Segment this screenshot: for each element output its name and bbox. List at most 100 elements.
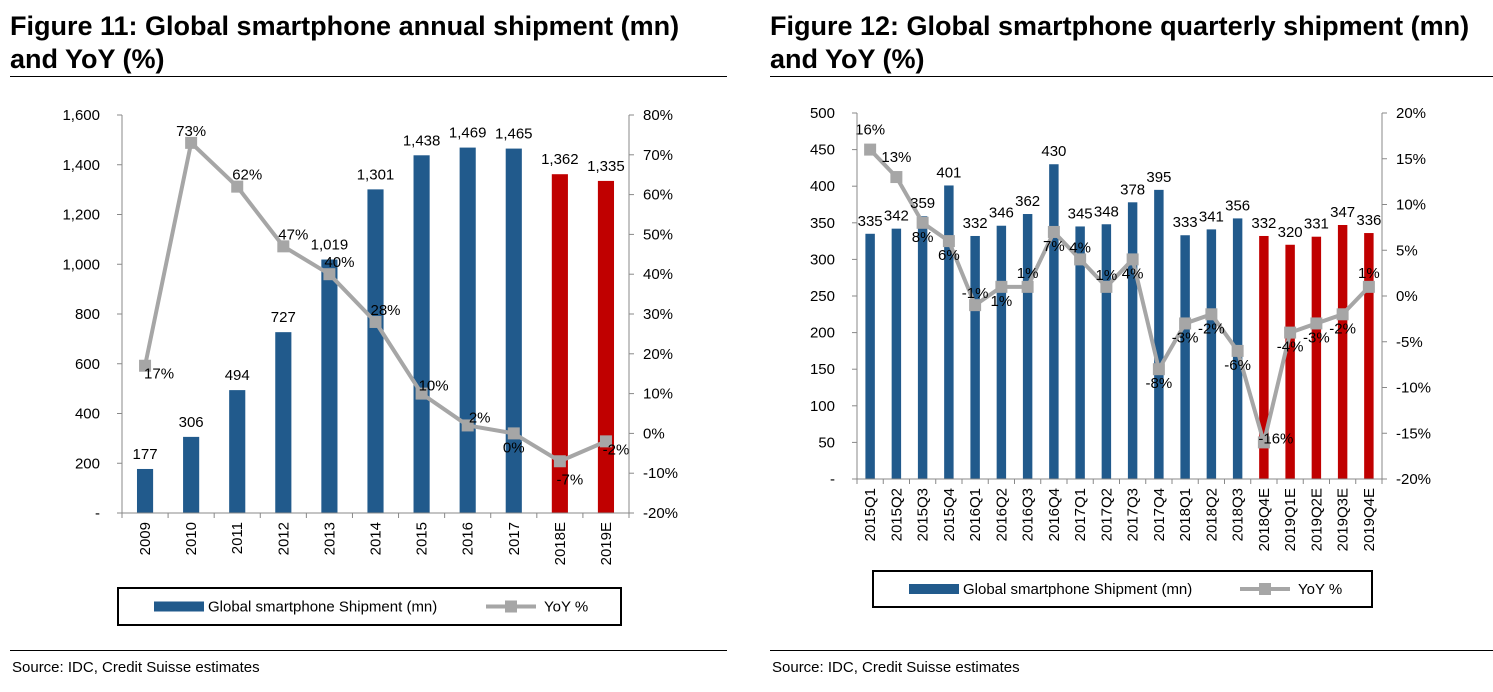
- shipment-bar-label: 306: [179, 414, 204, 431]
- yoy-label: 6%: [938, 247, 960, 264]
- yoy-marker: [599, 435, 612, 448]
- x-axis-category-label: 2010: [183, 522, 200, 555]
- yoy-label: 16%: [855, 122, 885, 139]
- yoy-label: -6%: [1224, 357, 1251, 374]
- left-axis-tick-label: 1,200: [62, 207, 100, 224]
- annual-shipment-chart: 177 306 494 727 1,019 1,301 1,438 1,469 1,465 1,3…: [62, 107, 678, 626]
- shipment-bar-label: 1,301: [357, 166, 395, 183]
- yoy-label: -2%: [1198, 320, 1225, 337]
- right-axis-tick-label: -20%: [643, 505, 678, 522]
- shipment-bar-label: 359: [910, 195, 935, 212]
- left-axis-tick-label: -: [95, 505, 100, 522]
- yoy-marker: [1336, 308, 1349, 321]
- shipment-bar-label: 1,019: [311, 237, 349, 254]
- shipment-bar-label: 378: [1120, 181, 1145, 198]
- left-axis-tick-label: 400: [810, 178, 835, 195]
- shipment-bar: [367, 189, 384, 513]
- legend-bar-swatch: [154, 601, 204, 612]
- x-axis-category-label: 2015Q4: [941, 488, 958, 541]
- source-rule: [770, 650, 1493, 651]
- yoy-marker: [507, 427, 520, 440]
- shipment-bar-label: 356: [1225, 197, 1250, 214]
- right-axis-tick-label: 70%: [643, 147, 673, 164]
- left-axis-tick-label: 250: [810, 288, 835, 305]
- left-axis-tick-label: 50: [818, 434, 835, 451]
- yoy-marker: [942, 235, 955, 248]
- yoy-marker: [1257, 436, 1270, 449]
- shipment-bar: [321, 259, 338, 513]
- x-axis-category-label: 2014: [368, 522, 385, 555]
- title-rule: [10, 76, 727, 77]
- x-axis-category-label: 2019Q4E: [1361, 488, 1378, 551]
- right-axis-tick-label: 0%: [643, 425, 665, 442]
- shipment-bar-label: 401: [936, 164, 961, 181]
- x-axis-category-label: 2017Q1: [1072, 488, 1089, 541]
- shipment-bar-label: 430: [1041, 143, 1066, 160]
- x-axis-category-label: 2017Q2: [1098, 488, 1115, 541]
- shipment-bar-label: 345: [1068, 205, 1093, 222]
- shipment-bar: [865, 233, 875, 479]
- x-axis-category-label: 2015: [414, 522, 431, 555]
- shipment-bar: [970, 235, 980, 479]
- shipment-bar: [229, 390, 246, 513]
- shipment-bar: [1101, 224, 1112, 479]
- yoy-marker: [139, 359, 152, 372]
- shipment-bar: [1311, 236, 1322, 479]
- shipment-bar: [996, 225, 1007, 479]
- right-axis-tick-label: 0%: [1396, 288, 1418, 305]
- yoy-marker: [890, 171, 903, 184]
- yoy-label: -2%: [1329, 320, 1356, 337]
- shipment-bar-label: 320: [1278, 224, 1303, 241]
- shipment-bar: [505, 148, 522, 514]
- x-axis-category-label: 2011: [229, 522, 246, 554]
- yoy-marker: [1100, 280, 1113, 293]
- shipment-bar: [1022, 214, 1033, 480]
- shipment-bar: [459, 147, 476, 513]
- yoy-label: 47%: [278, 226, 308, 243]
- shipment-bar: [1337, 224, 1348, 479]
- figure-12-panel: Figure 12: Global smartphone quarterly s…: [760, 0, 1493, 692]
- x-axis-category-label: 2015Q1: [862, 488, 879, 541]
- left-axis-tick-label: 200: [75, 455, 100, 472]
- yoy-label: 0%: [503, 439, 525, 456]
- shipment-bar-label: 362: [1015, 193, 1040, 210]
- yoy-label: 1%: [991, 293, 1013, 310]
- shipment-bar-label: 342: [884, 208, 909, 225]
- shipment-bar: [413, 155, 430, 514]
- right-axis-tick-label: -5%: [1396, 334, 1423, 351]
- legend-bar-label: Global smartphone Shipment (mn): [208, 599, 437, 616]
- shipment-bar: [551, 174, 568, 513]
- yoy-label: 40%: [324, 254, 354, 271]
- yoy-marker: [1231, 344, 1244, 357]
- shipment-bar-label: 333: [1173, 214, 1198, 231]
- x-axis-category-label: 2019Q1E: [1282, 488, 1299, 551]
- yoy-label: 13%: [881, 149, 911, 166]
- right-axis-tick-label: 50%: [643, 226, 673, 243]
- shipment-bar-label: 1,335: [587, 158, 625, 175]
- right-axis-tick-label: 30%: [643, 306, 673, 323]
- yoy-label: -2%: [603, 441, 630, 458]
- x-axis-category-label: 2015Q3: [915, 488, 932, 541]
- yoy-marker: [1362, 280, 1375, 293]
- yoy-label: 2%: [469, 409, 491, 426]
- legend-bar-label: Global smartphone Shipment (mn): [963, 581, 1192, 598]
- left-axis-tick-label: 200: [810, 325, 835, 342]
- yoy-label: 73%: [176, 123, 206, 140]
- left-axis-tick-label: -: [830, 471, 835, 488]
- yoy-label: 62%: [232, 167, 262, 184]
- x-axis-category-label: 2016Q4: [1046, 488, 1063, 541]
- shipment-bar: [1259, 235, 1269, 479]
- shipment-bar: [1285, 244, 1295, 479]
- x-axis-category-label: 2016Q1: [967, 488, 984, 541]
- right-axis-tick-label: 40%: [643, 266, 673, 283]
- right-axis-tick-label: -10%: [1396, 380, 1431, 397]
- yoy-line: [868, 148, 1371, 445]
- yoy-label: 1%: [1017, 265, 1039, 282]
- yoy-label: -7%: [557, 471, 584, 488]
- left-axis-tick-label: 800: [75, 306, 100, 323]
- shipment-bar: [1075, 226, 1085, 479]
- x-axis-category-label: 2018Q2: [1203, 488, 1220, 541]
- title-rule: [770, 76, 1493, 77]
- shipment-bar-label: 348: [1094, 203, 1119, 220]
